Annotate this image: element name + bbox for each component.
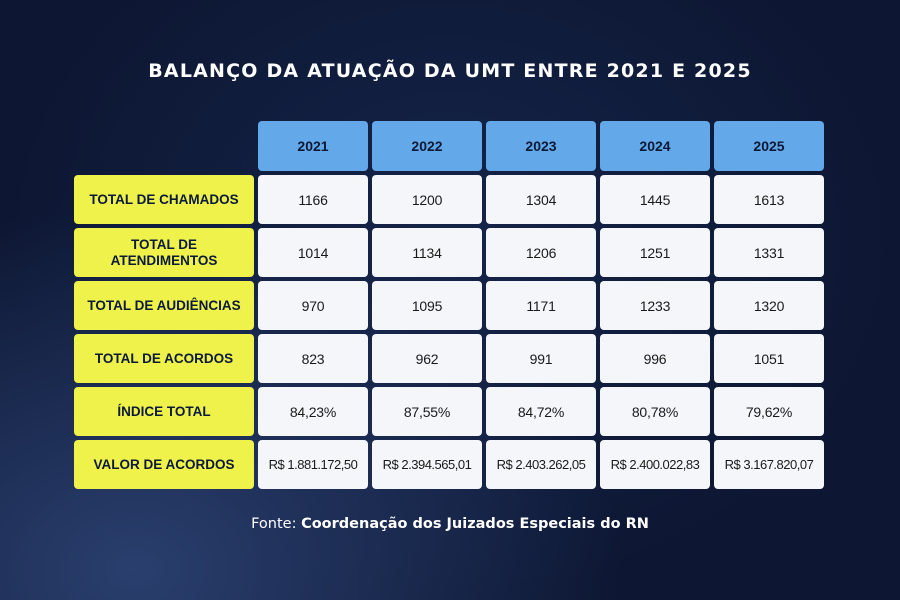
table-cell: 996 [600,334,710,383]
table-cell: 1251 [600,228,710,277]
source-name: Coordenação dos Juizados Especiais do RN [301,516,649,532]
column-header-2022: 2022 [372,121,482,171]
source-prefix: Fonte: [251,516,297,532]
table-cell: 1134 [372,228,482,277]
row-label-valor-acordos: VALOR DE ACORDOS [74,440,254,489]
table-cell: 970 [258,281,368,330]
table-cell: 1445 [600,175,710,224]
table-cell: 79,62% [714,387,824,436]
row-label-total-acordos: TOTAL DE ACORDOS [74,334,254,383]
table-cell: 962 [372,334,482,383]
table-cell: 1613 [714,175,824,224]
table-cell: R$ 2.394.565,01 [372,440,482,489]
row-label-total-atendimentos: TOTAL DE ATENDIMENTOS [74,228,254,277]
table-cell: 1206 [486,228,596,277]
table-cell: 991 [486,334,596,383]
column-header-2023: 2023 [486,121,596,171]
table-cell: R$ 2.400.022,83 [600,440,710,489]
table-cell: 1166 [258,175,368,224]
table-cell: 1320 [714,281,824,330]
table-cell: 1014 [258,228,368,277]
table-cell: R$ 1.881.172,50 [258,440,368,489]
row-label-indice-total: ÍNDICE TOTAL [74,387,254,436]
table-cell: 1200 [372,175,482,224]
source-caption: Fonte: Coordenação dos Juizados Especiai… [0,516,900,532]
table-cell: 1171 [486,281,596,330]
table-cell: 1331 [714,228,824,277]
column-header-2021: 2021 [258,121,368,171]
table-cell: 84,23% [258,387,368,436]
table-cell: R$ 2.403.262,05 [486,440,596,489]
table-cell: R$ 3.167.820,07 [714,440,824,489]
table-cell: 1095 [372,281,482,330]
table-cell: 1304 [486,175,596,224]
table-cell: 823 [258,334,368,383]
column-header-2025: 2025 [714,121,824,171]
row-label-total-audiencias: TOTAL DE AUDIÊNCIAS [74,281,254,330]
table-cell: 87,55% [372,387,482,436]
column-header-2024: 2024 [600,121,710,171]
row-label-total-chamados: TOTAL DE CHAMADOS [74,175,254,224]
table-cell: 84,72% [486,387,596,436]
page-title: BALANÇO DA ATUAÇÃO DA UMT ENTRE 2021 E 2… [148,60,752,82]
table-cell: 1051 [714,334,824,383]
table-cell: 80,78% [600,387,710,436]
table-cell: 1233 [600,281,710,330]
table-corner [74,121,254,171]
data-table: 2021 2022 2023 2024 2025 TOTAL DE CHAMAD… [74,121,824,489]
